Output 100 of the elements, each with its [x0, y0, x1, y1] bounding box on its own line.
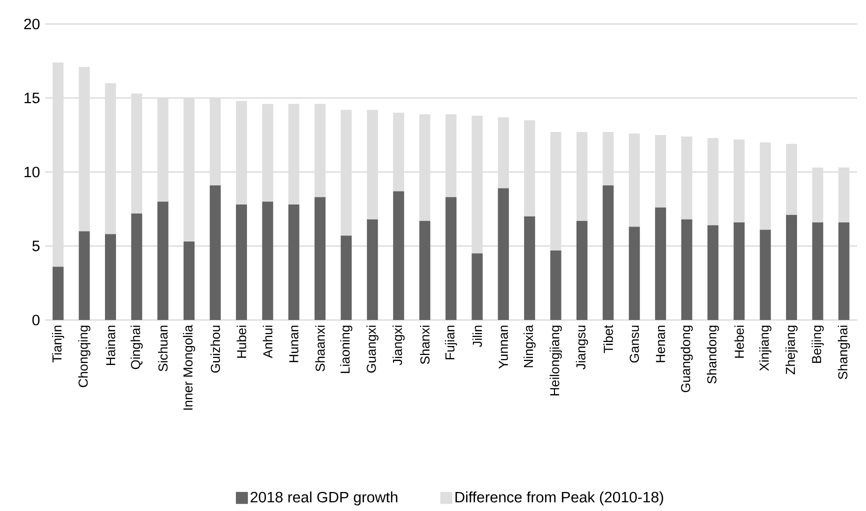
bar [628, 226, 640, 320]
bar [681, 219, 692, 320]
bar [314, 104, 326, 198]
x-tick-label: Jilin [472, 326, 482, 348]
x-tick-label: Ningxia [524, 324, 536, 368]
bar [550, 132, 562, 250]
bar [419, 114, 430, 221]
bar [210, 185, 221, 320]
bar [472, 253, 483, 320]
bar [419, 220, 430, 320]
bar [52, 266, 64, 320]
bar [812, 168, 824, 222]
bar [602, 132, 614, 186]
bar [760, 142, 771, 230]
x-tick-label: Qinghai [130, 326, 143, 370]
bar [524, 216, 536, 320]
bar [78, 231, 90, 320]
bar [104, 83, 116, 234]
bar [104, 234, 116, 320]
bar [707, 225, 718, 320]
bar [236, 204, 247, 320]
x-tick-label: Liaoning [340, 326, 352, 373]
bar [838, 222, 850, 320]
x-tick-label: Shanxi [420, 326, 430, 364]
x-tick-label: Shaanxi [315, 326, 325, 372]
bar [314, 197, 326, 320]
y-tick-label: 10 [24, 166, 40, 178]
y-tick-label: 0 [32, 314, 40, 326]
bar [786, 214, 798, 320]
x-tick-label: Zhejiang [785, 326, 798, 374]
bar [655, 134, 666, 208]
bar [524, 120, 536, 216]
bar [157, 98, 168, 202]
x-tick-label: Guizhou [210, 326, 220, 373]
bar [131, 213, 142, 320]
x-tick-label: Heilongjiang [550, 326, 562, 396]
bar [446, 197, 457, 320]
bar [288, 204, 300, 320]
bar [628, 134, 640, 227]
legend-label: 2018 real GDP growth [250, 491, 398, 506]
bar [184, 242, 195, 320]
x-tick-label: Hainan [106, 326, 116, 365]
legend-label: Difference from Peak (2010-18) [456, 491, 664, 506]
x-tick-label: Inner Mongolia [183, 324, 196, 410]
x-tick-label: Hunan [289, 326, 298, 362]
bar [210, 98, 221, 186]
x-tick-label: Chongqing [78, 326, 90, 388]
x-tick-label: Tibet [603, 324, 613, 353]
bar [681, 136, 692, 220]
bar [786, 144, 798, 215]
x-tick-label: Hebei [734, 326, 744, 358]
bar [262, 202, 274, 320]
x-tick-label: Tianjin [52, 326, 64, 362]
x-tick-label: Hubei [236, 326, 246, 358]
bar [236, 100, 247, 205]
bar [838, 168, 850, 222]
x-tick-label: Jiangxi [392, 326, 405, 366]
x-tick-label: Jiangsu [576, 326, 588, 370]
bar [760, 230, 771, 320]
bar [78, 66, 90, 232]
bar [734, 222, 745, 320]
x-tick-label: Shandong [706, 326, 720, 384]
bar [393, 112, 404, 192]
x-tick-label: Sichuan [158, 326, 168, 372]
bar [366, 219, 378, 320]
bar [602, 185, 614, 320]
bar [366, 110, 378, 220]
x-tick-label: Henan [656, 326, 666, 362]
x-tick-label: Shanghai [838, 326, 850, 380]
x-tick-label: Guangdong [680, 326, 693, 392]
y-tick-label: 5 [32, 240, 40, 252]
bar [131, 94, 142, 214]
x-tick-label: Yunnan [498, 326, 508, 369]
bar [184, 98, 195, 242]
bar [498, 117, 509, 188]
bar [734, 139, 745, 222]
bar [288, 104, 300, 205]
bar [550, 250, 562, 320]
x-tick-label: Gansu [630, 326, 639, 363]
x-tick-label: Fujian [444, 326, 458, 360]
y-tick-label: 20 [24, 18, 40, 30]
bar [446, 114, 457, 198]
y-tick-label: 15 [24, 92, 40, 104]
bar [498, 188, 509, 320]
x-tick-label: Xinjiang [759, 326, 772, 371]
x-tick-label: Beijing [812, 326, 824, 363]
bar [707, 138, 718, 226]
x-tick-label: Anhui [262, 326, 272, 358]
bar [157, 202, 168, 320]
bar [262, 104, 274, 202]
bar [52, 62, 64, 267]
bar [576, 220, 588, 320]
bar [340, 110, 352, 236]
bar [472, 116, 483, 254]
bar [393, 191, 404, 320]
bar [340, 236, 352, 320]
bar [576, 132, 588, 221]
x-tick-label: Guangxi [366, 326, 378, 373]
bar [812, 222, 824, 320]
bar [655, 208, 666, 320]
